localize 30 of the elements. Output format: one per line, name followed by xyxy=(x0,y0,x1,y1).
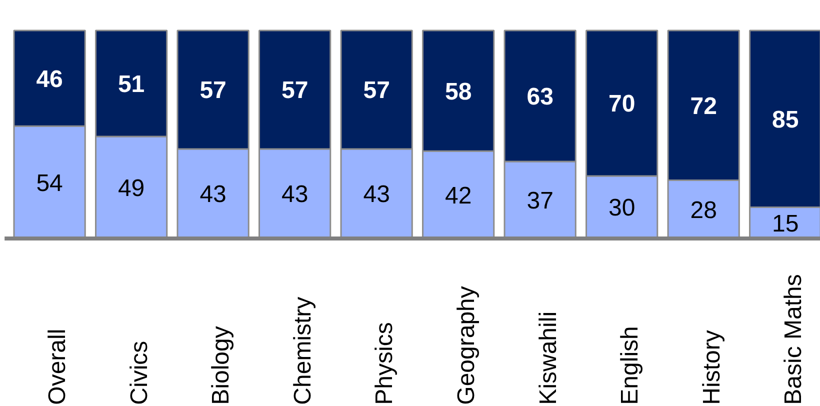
data-label: 43 xyxy=(200,181,226,208)
x-tick-label: Chemistry xyxy=(289,296,316,405)
x-tick-label: Physics xyxy=(371,322,398,405)
data-label: 54 xyxy=(36,170,63,197)
data-label: 58 xyxy=(444,78,472,106)
data-label: 72 xyxy=(690,92,717,120)
data-label: 63 xyxy=(526,83,554,110)
x-tick-label: Biology xyxy=(208,326,235,405)
data-label: 30 xyxy=(608,194,636,222)
data-label: 85 xyxy=(772,106,799,134)
data-label: 57 xyxy=(200,77,226,104)
data-label: 57 xyxy=(281,77,308,104)
data-label: 46 xyxy=(36,66,63,93)
data-label: 43 xyxy=(281,181,308,208)
x-tick-label: History xyxy=(698,330,726,405)
x-tick-label: Civics xyxy=(126,340,153,405)
data-label: 51 xyxy=(118,70,145,98)
data-label: 28 xyxy=(690,196,717,224)
data-label: 70 xyxy=(608,90,636,118)
x-tick-label: Geography xyxy=(453,286,480,405)
x-tick-label: English xyxy=(616,326,644,405)
x-tick-label: Overall xyxy=(44,328,72,405)
data-label: 42 xyxy=(444,182,472,210)
data-label: 49 xyxy=(118,174,145,202)
x-tick-label: Basic Maths xyxy=(780,274,808,405)
data-label: 57 xyxy=(363,77,390,104)
data-label: 37 xyxy=(526,187,554,214)
data-label: 15 xyxy=(772,210,799,238)
x-tick-label: Kiswahili xyxy=(534,311,562,405)
data-label: 43 xyxy=(363,181,390,208)
